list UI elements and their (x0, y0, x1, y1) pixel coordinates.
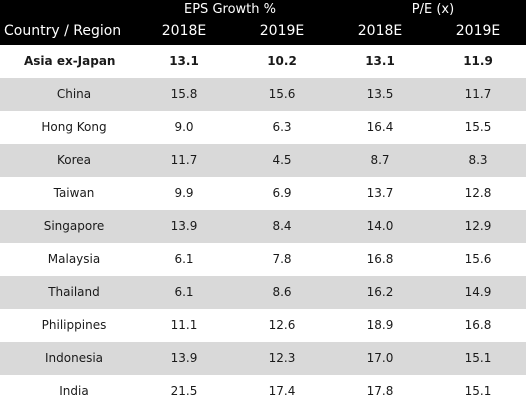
country-name: Indonesia (44, 351, 104, 365)
eps-2019-value: 10.2 (267, 54, 297, 68)
eps-2018-value: 13.9 (170, 351, 198, 365)
eps-2019-value: 17.4 (268, 384, 296, 398)
eps-2019-value: 8.4 (272, 219, 292, 233)
eps-2019-value: 6.3 (272, 120, 292, 134)
eps-2018-value: 6.1 (174, 285, 194, 299)
country-name: India (59, 384, 89, 398)
eps-2018-value: 9.0 (174, 120, 194, 134)
eps-2018-value: 13.9 (170, 219, 198, 233)
pe-2019-value: 15.6 (464, 252, 492, 266)
table-row: Asia ex-Japan 13.1 10.2 13.1 11.9 (0, 45, 526, 78)
eps-2018-value: 11.7 (170, 153, 198, 167)
country-name: Thailand (48, 285, 100, 299)
eps-2019-value: 15.6 (268, 87, 296, 101)
pe-2019-value: 12.9 (464, 219, 492, 233)
pe-2019-value: 11.7 (464, 87, 492, 101)
eps-growth-group-header: EPS Growth % (184, 2, 276, 17)
eps-2019-value: 12.6 (268, 318, 296, 332)
table-row: China 15.8 15.6 13.5 11.7 (0, 78, 526, 111)
table-row: Korea 11.7 4.5 8.7 8.3 (0, 144, 526, 177)
pe-2019-value: 15.1 (464, 351, 492, 365)
country-name: Korea (56, 153, 92, 167)
pe-2019-value: 8.3 (468, 153, 488, 167)
eps-2019-value: 4.5 (272, 153, 292, 167)
pe-2018-value: 14.0 (366, 219, 394, 233)
pe-2018-value: 16.2 (366, 285, 394, 299)
table-row: Philippines 11.1 12.6 18.9 16.8 (0, 309, 526, 342)
country-name: China (56, 87, 92, 101)
eps-2018-column-header: 2018E (161, 23, 207, 39)
pe-2019-value: 14.9 (464, 285, 492, 299)
country-name: Malaysia (47, 252, 101, 266)
table-row: Singapore 13.9 8.4 14.0 12.9 (0, 210, 526, 243)
table-row: India 21.5 17.4 17.8 15.1 (0, 375, 526, 408)
eps-2019-value: 12.3 (268, 351, 296, 365)
pe-2018-value: 18.9 (366, 318, 394, 332)
pe-2019-value: 11.9 (463, 54, 493, 68)
table-row: Malaysia 6.1 7.8 16.8 15.6 (0, 243, 526, 276)
pe-2019-value: 16.8 (464, 318, 492, 332)
eps-2018-value: 13.1 (169, 54, 199, 68)
pe-2018-value: 13.7 (366, 186, 394, 200)
country-name: Philippines (41, 318, 107, 332)
pe-2018-value: 16.8 (366, 252, 394, 266)
eps-2019-value: 6.9 (272, 186, 292, 200)
country-name: Taiwan (53, 186, 95, 200)
pe-2019-column-header: 2019E (455, 23, 501, 39)
pe-2018-value: 16.4 (366, 120, 394, 134)
pe-2018-value: 17.0 (366, 351, 394, 365)
country-name: Singapore (43, 219, 105, 233)
eps-2018-value: 15.8 (170, 87, 198, 101)
pe-group-header: P/E (x) (411, 2, 455, 17)
data-table: Asia ex-Japan 13.1 10.2 13.1 11.9 China … (0, 45, 526, 408)
pe-2019-value: 15.5 (464, 120, 492, 134)
table-row: Taiwan 9.9 6.9 13.7 12.8 (0, 177, 526, 210)
table-row: Hong Kong 9.0 6.3 16.4 15.5 (0, 111, 526, 144)
country-name: Hong Kong (41, 120, 107, 134)
pe-2019-value: 12.8 (464, 186, 492, 200)
table-header: EPS Growth % P/E (x) Country / Region 20… (0, 0, 526, 45)
table-row: Indonesia 13.9 12.3 17.0 15.1 (0, 342, 526, 375)
pe-2018-column-header: 2018E (357, 23, 403, 39)
pe-2018-value: 17.8 (366, 384, 394, 398)
country-name: Asia ex-Japan (24, 54, 116, 68)
country-column-header: Country / Region (4, 23, 122, 39)
pe-2018-value: 13.5 (366, 87, 394, 101)
eps-2019-column-header: 2019E (259, 23, 305, 39)
eps-2018-value: 9.9 (174, 186, 194, 200)
eps-2018-value: 6.1 (174, 252, 194, 266)
pe-2018-value: 13.1 (365, 54, 395, 68)
pe-2018-value: 8.7 (370, 153, 390, 167)
eps-2019-value: 7.8 (272, 252, 292, 266)
eps-2019-value: 8.6 (272, 285, 292, 299)
eps-2018-value: 21.5 (170, 384, 198, 398)
table-row: Thailand 6.1 8.6 16.2 14.9 (0, 276, 526, 309)
pe-2019-value: 15.1 (464, 384, 492, 398)
eps-2018-value: 11.1 (170, 318, 198, 332)
